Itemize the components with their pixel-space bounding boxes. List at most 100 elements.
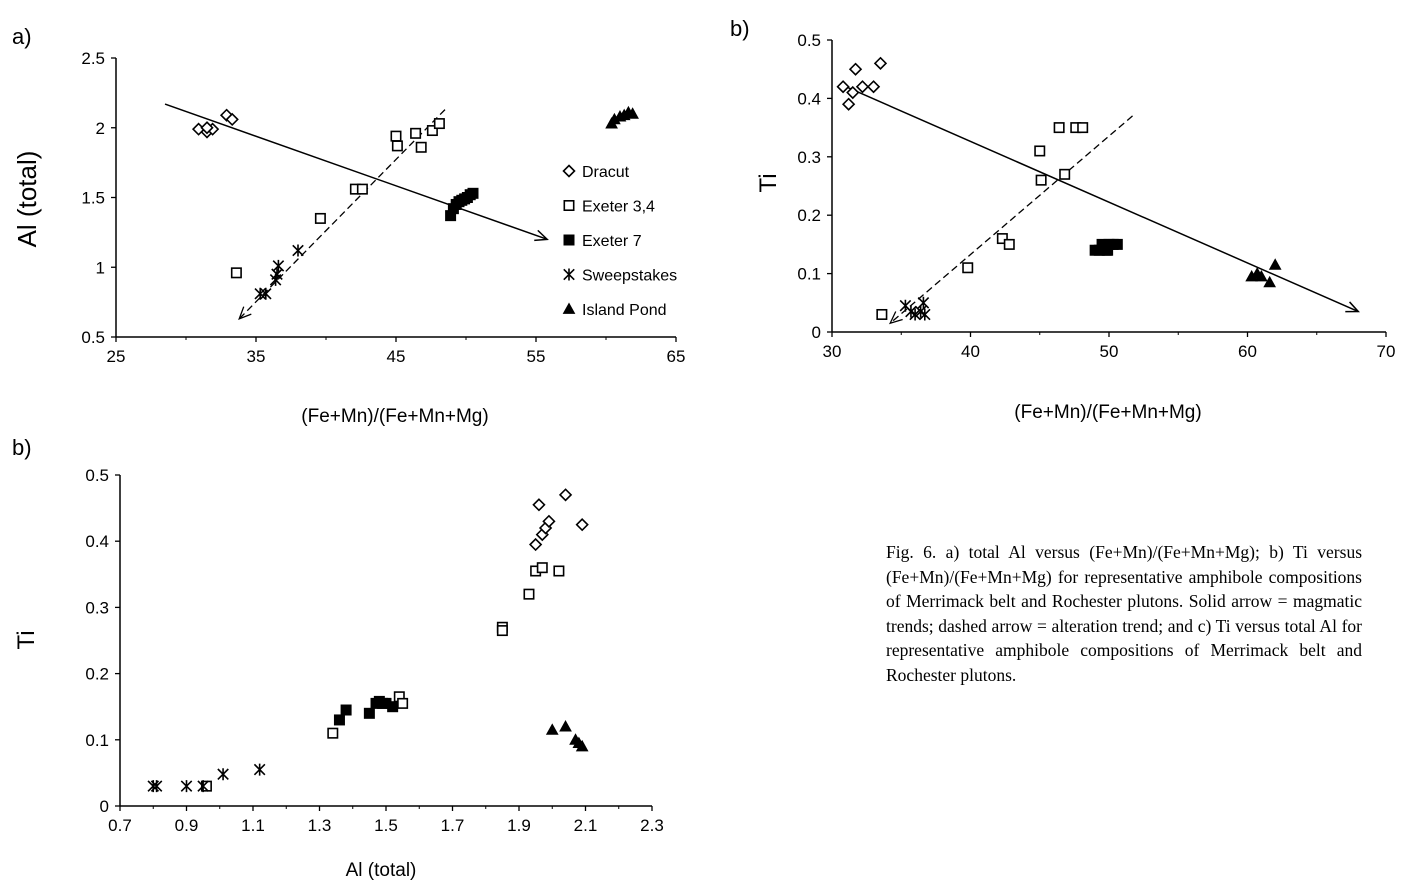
x-axis-label: Al (total) (346, 860, 417, 881)
y-tick-label: 0.5 (797, 31, 821, 50)
x-axis-label: (Fe+Mn)/(Fe+Mn+Mg) (1014, 402, 1201, 423)
x-tick-label: 2.3 (640, 816, 664, 835)
y-tick-label: 0.1 (797, 265, 821, 284)
x-tick-label: 1.3 (308, 816, 332, 835)
panel-label: b) (12, 435, 32, 460)
chart-panel-a: a) (Fe+Mn)/(Fe+Mn+Mg) Al (total) 25 35 45 5… (12, 24, 685, 427)
data-point (340, 704, 352, 716)
data-point (415, 141, 427, 153)
arrow-head (1345, 301, 1360, 313)
y-tick-label: 0.1 (85, 731, 109, 750)
x-tick-label: 2.1 (574, 816, 598, 835)
data-point (528, 537, 543, 552)
x-tick-label: 1.5 (374, 816, 398, 835)
data-point (553, 565, 565, 577)
data-point (433, 118, 445, 130)
x-tick-label: 1.7 (441, 816, 465, 835)
figure-caption: Fig. 6. a) total Al versus (Fe+Mn)/(Fe+M… (886, 542, 1362, 685)
y-tick-label: 0 (100, 797, 109, 816)
series-dracut (191, 108, 239, 139)
legend-label: Exeter 3,4 (582, 199, 655, 216)
data-point (909, 308, 921, 321)
alteration-trend-arrow (238, 109, 446, 320)
chart-panel-b-bottom: b) Al (total) Ti 0.7 0.9 1.1 1.3 1.5 1.7 1.9 2.… (12, 435, 664, 881)
y-tick-label: 0.2 (797, 206, 821, 225)
panel-label: b) (730, 16, 750, 41)
data-point (467, 187, 479, 199)
series-island-pond (545, 720, 589, 752)
y-tick-label: 2 (96, 119, 105, 138)
x-tick-label: 40 (961, 342, 980, 361)
y-tick-label: 0 (812, 323, 821, 342)
data-point (314, 212, 326, 224)
series-sweepstakes (147, 763, 266, 793)
data-point (254, 287, 266, 300)
data-point (846, 85, 860, 100)
data-point (545, 723, 559, 735)
data-point (1035, 174, 1047, 186)
series-exeter-7 (333, 695, 399, 726)
data-point (866, 80, 881, 94)
series-dracut (836, 56, 888, 111)
legend-marker (562, 302, 576, 314)
data-point (1053, 122, 1065, 134)
data-point (426, 125, 438, 137)
series-sweepstakes (254, 244, 304, 300)
data-point (848, 62, 863, 76)
data-point (225, 112, 239, 127)
y-tick-label: 0.4 (797, 89, 821, 108)
panel-label: a) (12, 24, 32, 49)
data-point (387, 701, 399, 713)
data-point (996, 233, 1008, 245)
y-tick-label: 0.3 (797, 148, 821, 167)
data-point (962, 262, 974, 274)
data-point (292, 244, 304, 257)
legend-label: Exeter 7 (582, 233, 642, 250)
data-point (532, 498, 546, 512)
data-point (575, 739, 589, 752)
y-tick-label: 2.5 (81, 49, 105, 68)
y-tick-label: 0.5 (81, 328, 105, 347)
legend-marker (563, 234, 575, 246)
y-tick-label: 0.5 (85, 466, 109, 485)
series-exeter-3-4 (230, 118, 445, 279)
x-tick-label: 70 (1377, 342, 1396, 361)
data-point (558, 488, 573, 502)
y-axis-label: Ti (755, 173, 782, 192)
data-point (542, 514, 556, 528)
alteration-trend-arrow (889, 115, 1133, 324)
legend-marker (563, 200, 575, 212)
data-point (200, 780, 212, 792)
data-point (1255, 269, 1268, 282)
series-exeter-3-4 (876, 122, 1089, 320)
y-tick-label: 0.3 (85, 598, 109, 617)
data-point (200, 121, 214, 135)
data-point (150, 780, 163, 793)
chart-panel-b-top: b) (Fe+Mn)/(Fe+Mn+Mg) Ti 30 40 50 60 70 0 0.1 0… (730, 16, 1395, 423)
series-exeter-3-4 (200, 562, 565, 792)
data-point (410, 127, 422, 139)
x-axis-label: (Fe+Mn)/(Fe+Mn+Mg) (301, 406, 488, 427)
legend: Dracut Exeter 3,4 Exeter 7 Sweepstakes Islan… (562, 164, 677, 319)
data-point (260, 287, 272, 300)
data-point (253, 763, 266, 776)
data-point (575, 518, 589, 532)
legend-label: Dracut (582, 164, 630, 181)
data-point (373, 695, 385, 707)
magmatic-trend-arrow (164, 103, 548, 241)
data-point (1003, 238, 1015, 250)
y-tick-label: 1.5 (81, 189, 105, 208)
x-tick-label: 1.1 (241, 816, 265, 835)
data-point (1059, 168, 1071, 180)
data-point (1077, 122, 1089, 134)
data-point (855, 80, 870, 94)
x-tick-label: 65 (667, 347, 686, 366)
y-tick-label: 1 (96, 258, 105, 277)
x-tick-label: 60 (1238, 342, 1257, 361)
data-point (523, 588, 535, 600)
arrow-head (534, 229, 549, 242)
arrow-head (888, 311, 903, 325)
data-point (363, 707, 375, 719)
data-point (1268, 258, 1282, 270)
